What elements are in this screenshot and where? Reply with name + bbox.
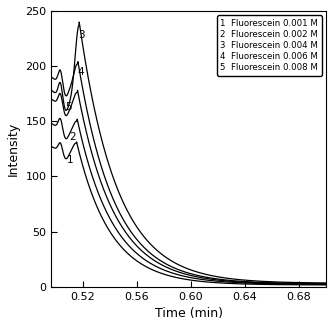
Text: 2: 2 [69, 132, 76, 142]
X-axis label: Time (min): Time (min) [155, 307, 223, 320]
Legend: 1  Fluorescein 0.001 M, 2  Fluorescein 0.002 M, 3  Fluorescein 0.004 M, 4  Fluor: 1 Fluorescein 0.001 M, 2 Fluorescein 0.0… [217, 15, 322, 76]
Text: 1: 1 [66, 155, 73, 165]
Text: 5: 5 [65, 102, 72, 112]
Text: 3: 3 [79, 30, 85, 40]
Y-axis label: Intensity: Intensity [7, 122, 20, 176]
Text: 4: 4 [77, 67, 84, 77]
